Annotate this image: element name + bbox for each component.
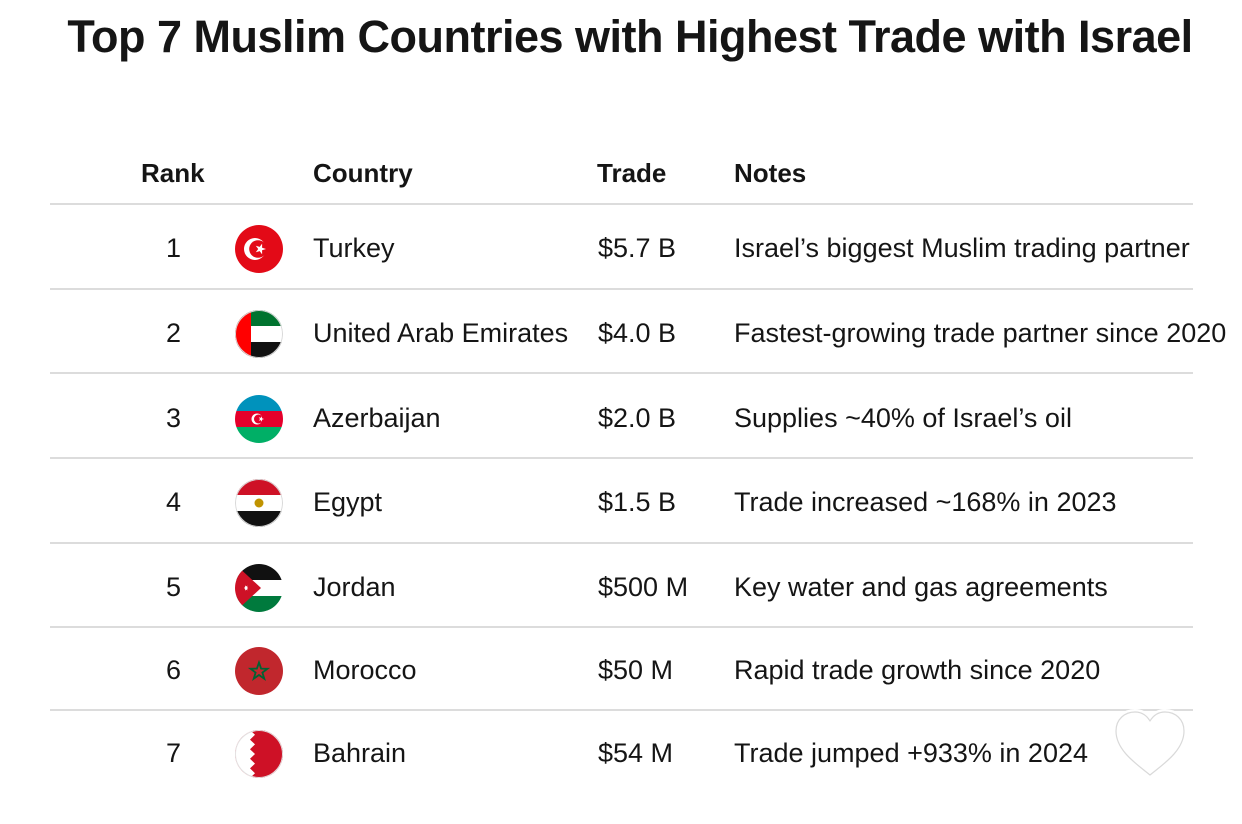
- uae-flag-icon: [235, 310, 283, 358]
- turkey-flag-icon: [235, 225, 283, 273]
- country-cell: Jordan: [313, 572, 396, 602]
- page-title: Top 7 Muslim Countries with Highest Trad…: [67, 11, 1193, 62]
- rank-cell: 2: [166, 318, 182, 348]
- column-header-country: Country: [313, 158, 413, 188]
- table-row: 2 United Arab Emirates $4.0 B Fastest-gr…: [0, 290, 1242, 374]
- trade-cell: $4.0 B: [598, 318, 677, 348]
- table-row: 6 Morocco $50 M Rapid trade growth since…: [0, 627, 1242, 711]
- row-divider: [50, 372, 1193, 374]
- table-row: 1 Turkey $5.7 B Israel’s biggest Muslim …: [0, 205, 1242, 289]
- trade-cell: $54 M: [598, 738, 674, 768]
- country-cell: United Arab Emirates: [313, 318, 569, 348]
- table-row: 3 Azerbaijan $2.0 B Supplies ~40% of Isr…: [0, 375, 1242, 459]
- bahrain-flag-icon: [235, 730, 283, 778]
- country-cell: Azerbaijan: [313, 403, 441, 433]
- row-divider: [50, 709, 1193, 711]
- row-divider: [50, 542, 1193, 544]
- column-header-rank: Rank: [141, 158, 205, 188]
- notes-cell: Supplies ~40% of Israel’s oil: [734, 403, 1072, 433]
- notes-cell: Trade increased ~168% in 2023: [734, 487, 1117, 517]
- column-header-trade: Trade: [597, 158, 667, 188]
- row-divider: [50, 457, 1193, 459]
- table-row: 5 Jordan $500 M Key water and gas agreem…: [0, 544, 1242, 628]
- row-divider: [50, 288, 1193, 290]
- jordan-flag-icon: [235, 564, 283, 612]
- country-cell: Turkey: [313, 233, 395, 263]
- row-divider: [50, 626, 1193, 628]
- azerbaijan-flag-icon: [235, 395, 283, 443]
- notes-cell: Rapid trade growth since 2020: [734, 655, 1101, 685]
- trade-cell: $2.0 B: [598, 403, 677, 433]
- rank-cell: 4: [166, 487, 182, 517]
- egypt-flag-icon: [235, 479, 283, 527]
- morocco-flag-icon: [235, 647, 283, 695]
- rank-cell: 1: [166, 233, 182, 263]
- country-cell: Morocco: [313, 655, 417, 685]
- trade-cell: $500 M: [598, 572, 689, 602]
- table-row: 4 Egypt $1.5 B Trade increased ~168% in …: [0, 459, 1242, 543]
- country-cell: Egypt: [313, 487, 383, 517]
- trade-cell: $5.7 B: [598, 233, 677, 263]
- rank-cell: 7: [166, 738, 182, 768]
- notes-cell: Fastest-growing trade partner since 2020: [734, 318, 1227, 348]
- trade-cell: $50 M: [598, 655, 674, 685]
- trade-cell: $1.5 B: [598, 487, 677, 517]
- notes-cell: Israel’s biggest Muslim trading partner: [734, 233, 1190, 263]
- heart-outline-icon[interactable]: [1108, 705, 1192, 781]
- rank-cell: 6: [166, 655, 182, 685]
- notes-cell: Key water and gas agreements: [734, 572, 1108, 602]
- table-row: 7 Bahrain $54 M Trade jumped +933% in 20…: [0, 710, 1242, 794]
- table-header: Rank Country Trade Notes: [0, 152, 1242, 196]
- rank-cell: 5: [166, 572, 182, 602]
- country-cell: Bahrain: [313, 738, 407, 768]
- rank-cell: 3: [166, 403, 182, 433]
- column-header-notes: Notes: [734, 158, 807, 188]
- notes-cell: Trade jumped +933% in 2024: [734, 738, 1088, 768]
- header-divider: [50, 203, 1193, 205]
